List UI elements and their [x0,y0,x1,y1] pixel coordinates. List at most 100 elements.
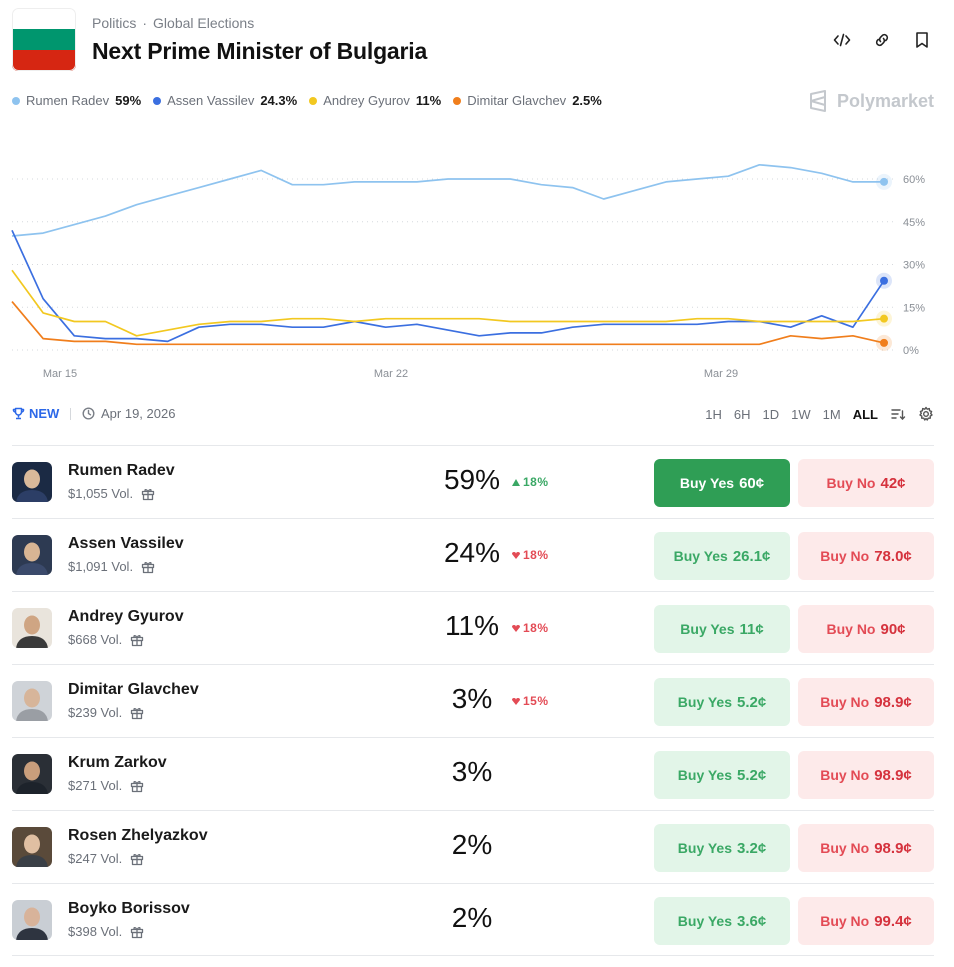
range-1m[interactable]: 1M [822,406,841,422]
candidate-name[interactable]: Rosen Zhelyazkov [68,827,208,844]
series-line [11,269,885,337]
buy-yes-price: 5.2¢ [737,766,767,784]
outcome-row[interactable]: Rumen Radev $1,055 Vol. 59% 18% Buy Yes … [12,445,934,518]
series-end-point [880,314,888,323]
range-6h[interactable]: 6H [733,406,751,422]
outcome-row[interactable]: Andrey Gyurov $668 Vol. 11% 18% Buy Yes … [12,591,934,664]
buy-yes-label: Buy Yes [673,548,728,564]
buy-no-button[interactable]: Buy No 90¢ [798,605,934,653]
legend-value: 59% [115,93,142,108]
change-indicator: 18% [512,548,549,562]
change-value: 18% [523,621,549,635]
buy-yes-label: Buy Yes [677,694,733,710]
buy-no-button[interactable]: Buy No 78.0¢ [798,532,934,580]
candidate-name[interactable]: Andrey Gyurov [68,608,184,625]
change-indicator: 18% [512,621,549,635]
series-end-point [880,338,888,347]
buy-yes-button[interactable]: Buy Yes 3.6¢ [654,897,790,945]
buy-yes-price: 3.6¢ [737,912,767,930]
range-1w[interactable]: 1W [791,406,811,422]
probability: 3% [451,683,493,714]
y-tick-label: 45% [903,217,925,229]
legend-dot [453,96,462,105]
range-1d[interactable]: 1D [762,406,780,422]
clock-icon [82,407,95,420]
polymarket-logo: Polymarket [807,90,934,112]
candidate-name[interactable]: Krum Zarkov [68,754,167,771]
legend-item: Andrey Gyurov 11% [309,93,441,108]
chart-legend: Rumen Radev 59% Assen Vassilev 24.3% And… [12,93,602,108]
buy-no-button[interactable]: Buy No 98.9¢ [798,678,934,726]
probability: 11% [445,610,499,641]
gift-icon[interactable] [141,560,155,574]
gift-icon[interactable] [130,779,144,793]
change-value: 15% [523,694,549,708]
buy-no-button[interactable]: Buy No 98.9¢ [798,751,934,799]
outcome-row[interactable]: Assen Vassilev $1,091 Vol. 24% 18% Buy Y… [12,518,934,591]
buy-yes-label: Buy Yes [677,767,733,783]
buy-no-button[interactable]: Buy No 98.9¢ [798,824,934,872]
buy-yes-label: Buy Yes [680,621,735,637]
gift-icon[interactable] [130,706,144,720]
candidate-name[interactable]: Dimitar Glavchev [68,681,199,698]
buy-no-label: Buy No [826,621,876,637]
buy-no-label: Buy No [826,475,876,491]
sort-icon[interactable] [890,406,906,422]
y-tick-label: 15% [903,302,925,314]
series-end-point [880,177,888,186]
gift-icon[interactable] [141,487,155,501]
buy-no-button[interactable]: Buy No 99.4¢ [798,897,934,945]
x-tick-label: Mar 29 [704,368,738,380]
market-header: Politics · Global Elections Next Prime Min… [12,8,942,72]
buy-yes-button[interactable]: Buy Yes 3.2¢ [654,824,790,872]
heart-down-icon [512,697,520,705]
buy-yes-button[interactable]: Buy Yes 5.2¢ [654,751,790,799]
bookmark-icon[interactable] [910,28,934,52]
legend-dot [12,96,20,105]
page-title: Next Prime Minister of Bulgaria [92,38,428,64]
outcome-row[interactable]: Dimitar Glavchev $239 Vol. 3% 15% Buy Ye… [12,664,934,737]
buy-yes-price: 5.2¢ [737,693,767,711]
outcome-row[interactable]: Boyko Borissov $398 Vol. 2% Buy Yes 3.6¢… [12,883,934,956]
bulgaria-flag-icon [12,8,76,71]
candidate-name[interactable]: Boyko Borissov [68,900,190,917]
legend-value: 24.3% [260,93,298,108]
gift-icon[interactable] [130,633,144,647]
avatar [12,827,52,867]
range-all[interactable]: ALL [852,406,878,422]
buy-yes-price: 26.1¢ [732,547,771,565]
brand-name: Polymarket [836,90,934,111]
candidate-name[interactable]: Rumen Radev [68,462,175,479]
volume: $668 Vol. [68,632,144,647]
buy-yes-button[interactable]: Buy Yes 60¢ [654,459,790,507]
breadcrumb-subcategory[interactable]: Global Elections [153,15,255,31]
outcome-row[interactable]: Krum Zarkov $271 Vol. 3% Buy Yes 5.2¢ Bu… [12,737,934,810]
link-icon[interactable] [870,28,894,52]
buy-yes-button[interactable]: Buy Yes 26.1¢ [654,532,790,580]
avatar [12,900,52,940]
buy-no-price: 78.0¢ [874,547,912,565]
volume-text: $271 Vol. [68,778,123,793]
outcome-row[interactable]: Rosen Zhelyazkov $247 Vol. 2% Buy Yes 3.… [12,810,934,883]
gift-icon[interactable] [130,925,144,939]
divider [70,408,71,420]
heart-down-icon [512,624,520,632]
legend-name: Andrey Gyurov [323,93,410,108]
range-1h[interactable]: 1H [705,406,722,422]
buy-no-label: Buy No [820,694,870,710]
candidate-name[interactable]: Assen Vassilev [68,535,184,552]
breadcrumb-category[interactable]: Politics [92,15,137,31]
buy-yes-button[interactable]: Buy Yes 5.2¢ [654,678,790,726]
gift-icon[interactable] [130,852,144,866]
outcome-list: Rumen Radev $1,055 Vol. 59% 18% Buy Yes … [12,445,934,956]
buy-no-button[interactable]: Buy No 42¢ [798,459,934,507]
volume: $239 Vol. [68,705,144,720]
probability: 24% [443,537,501,568]
settings-gear-icon[interactable] [918,406,934,422]
embed-code-icon[interactable] [830,28,854,52]
buy-yes-button[interactable]: Buy Yes 11¢ [654,605,790,653]
buy-no-price: 98.9¢ [874,839,912,857]
buy-no-label: Buy No [820,840,870,856]
buy-yes-price: 11¢ [739,620,764,638]
price-chart[interactable]: 60% 45% 30% 15% 0% Mar 15 Mar 22 Mar 29 [0,120,954,390]
